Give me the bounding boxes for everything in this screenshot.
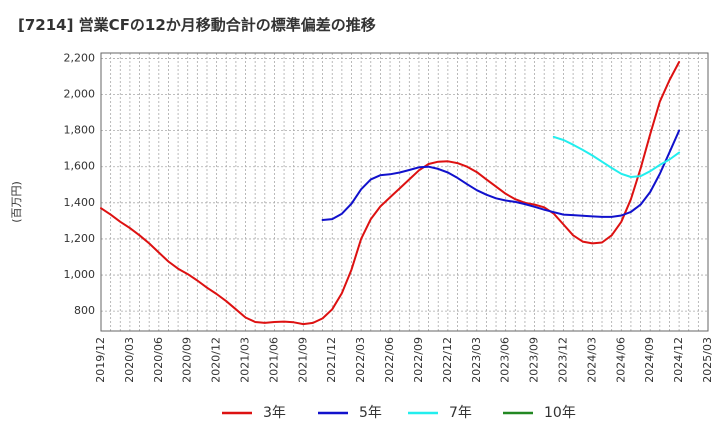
x-tick-label: 2021/12 [325, 337, 338, 383]
x-tick-label: 2021/03 [239, 337, 252, 383]
x-tick-label: 2021/06 [267, 337, 280, 383]
x-tick-label: 2020/03 [123, 337, 136, 383]
x-tick-label: 2021/09 [296, 337, 309, 383]
y-axis: 800 1,000 1,200 1,400 1,600 1,800 2,000 2,200 [64, 51, 96, 317]
series-lines [100, 61, 681, 326]
x-tick-label: 2019/12 [94, 337, 107, 383]
series-line [552, 135, 681, 178]
legend-label: 5年 [359, 405, 382, 421]
series-line [321, 129, 681, 221]
y-tick-label: 1,000 [64, 268, 96, 281]
x-tick-label: 2023/03 [470, 337, 483, 383]
x-tick-label: 2024/03 [585, 337, 598, 383]
series-line [100, 61, 681, 326]
legend-label: 10年 [544, 405, 576, 421]
y-tick-label: 800 [74, 304, 95, 317]
y-tick-label: 1,600 [64, 160, 96, 173]
x-tick-label: 2024/12 [672, 337, 685, 383]
x-tick-label: 2023/12 [556, 337, 569, 383]
x-tick-label: 2020/12 [210, 337, 223, 383]
legend-label: 3年 [263, 405, 286, 421]
x-tick-label: 2025/03 [701, 337, 714, 383]
x-axis: 2019/12 2020/03 2020/06 2020/09 2020/12 2021/… [94, 337, 714, 383]
x-tick-label: 2024/06 [614, 337, 627, 383]
x-tick-label: 2023/06 [499, 337, 512, 383]
x-tick-label: 2022/12 [441, 337, 454, 383]
plot-area-frame [100, 52, 709, 332]
x-tick-label: 2022/03 [354, 337, 367, 383]
x-tick-label: 2023/09 [528, 337, 541, 383]
legend-label: 7年 [449, 405, 472, 421]
x-tick-label: 2020/09 [181, 337, 194, 383]
legend: 3年 5年 7年 10年 [222, 405, 576, 421]
y-tick-label: 2,200 [64, 51, 96, 64]
grid-lines [100, 53, 709, 331]
y-axis-label: (百万円) [10, 181, 23, 223]
x-tick-label: 2024/09 [643, 337, 656, 383]
y-tick-label: 2,000 [64, 88, 96, 101]
y-tick-label: 1,200 [64, 232, 96, 245]
x-tick-label: 2022/09 [412, 337, 425, 383]
y-tick-label: 1,800 [64, 124, 96, 137]
x-tick-label: 2020/06 [152, 337, 165, 383]
chart-title: [7214] 営業CFの12か月移動合計の標準偏差の推移 [18, 16, 376, 34]
x-tick-label: 2022/06 [383, 337, 396, 383]
y-tick-label: 1,400 [64, 196, 96, 209]
